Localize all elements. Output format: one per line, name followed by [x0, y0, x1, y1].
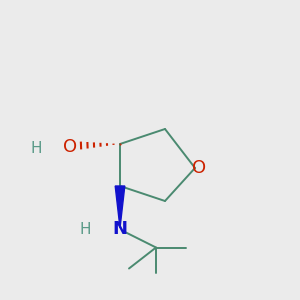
Text: N: N: [112, 220, 128, 238]
Text: O: O: [192, 159, 207, 177]
Text: H: H: [30, 141, 42, 156]
Polygon shape: [115, 186, 125, 228]
Text: H: H: [80, 222, 91, 237]
Text: O: O: [63, 138, 78, 156]
